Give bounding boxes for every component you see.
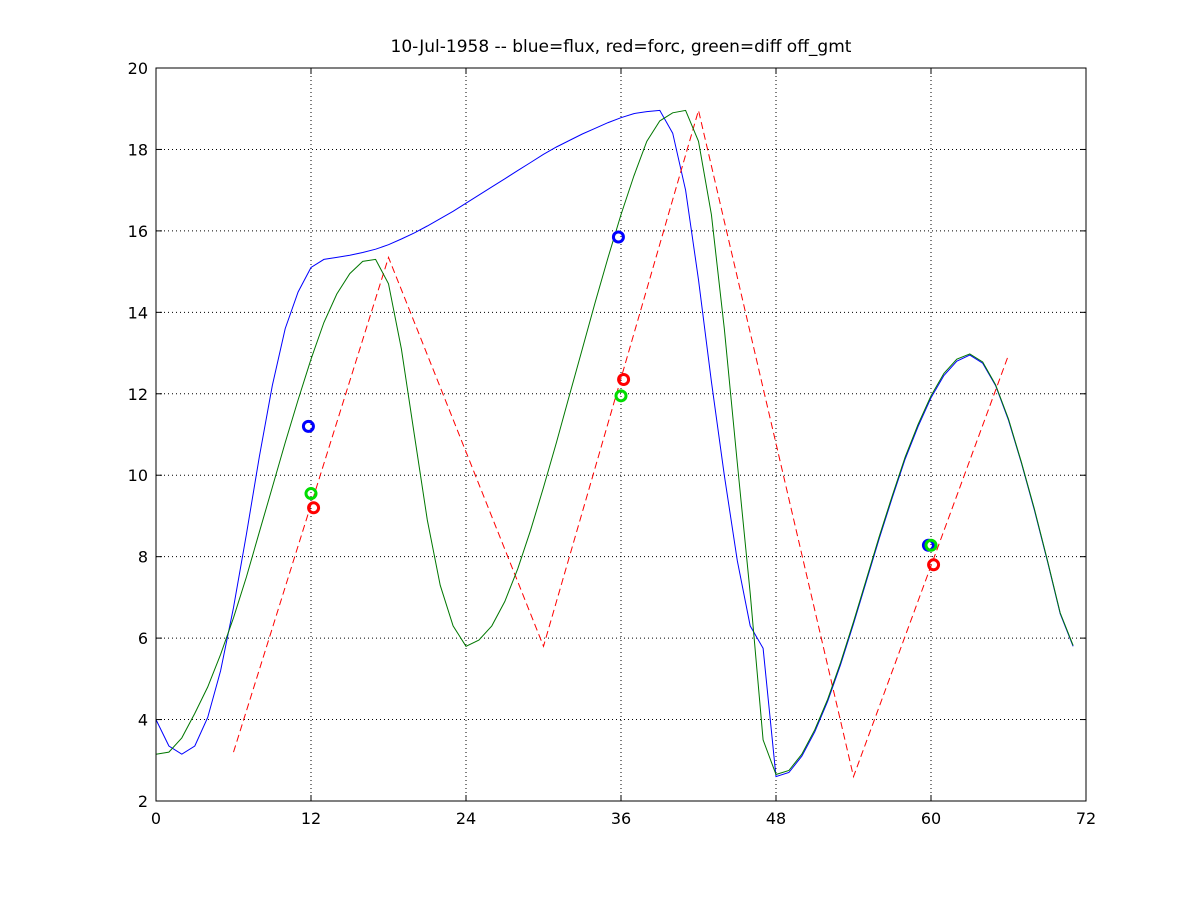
y-tick-label: 4 bbox=[138, 711, 148, 730]
grid bbox=[156, 68, 1086, 801]
data-marker bbox=[307, 501, 321, 515]
x-tick-label: 72 bbox=[1076, 809, 1096, 828]
x-tick-label: 0 bbox=[151, 809, 161, 828]
y-tick-label: 20 bbox=[128, 59, 148, 78]
x-tick-label: 12 bbox=[301, 809, 321, 828]
y-tick-label: 2 bbox=[138, 792, 148, 811]
data-marker bbox=[927, 558, 941, 572]
data-marker bbox=[924, 538, 938, 552]
x-tick-label: 24 bbox=[456, 809, 476, 828]
markers-layer bbox=[301, 230, 941, 572]
data-marker bbox=[304, 487, 318, 501]
y-tick-label: 12 bbox=[128, 385, 148, 404]
y-tick-label: 6 bbox=[138, 629, 148, 648]
x-tick-label: 60 bbox=[921, 809, 941, 828]
x-tick-label: 48 bbox=[766, 809, 786, 828]
flux-series-line bbox=[155, 109, 1074, 778]
y-tick-label: 16 bbox=[128, 222, 148, 241]
data-marker bbox=[611, 230, 625, 244]
y-tick-label: 18 bbox=[128, 140, 148, 159]
y-tick-label: 14 bbox=[128, 303, 148, 322]
y-tick-label: 10 bbox=[128, 466, 148, 485]
forc-series-line bbox=[233, 108, 1009, 779]
data-marker bbox=[617, 373, 631, 387]
chart-title: 10-Jul-1958 -- blue=flux, red=forc, gree… bbox=[391, 37, 852, 57]
data-marker bbox=[301, 419, 315, 433]
x-tick-label: 36 bbox=[611, 809, 631, 828]
y-tick-label: 8 bbox=[138, 548, 148, 567]
data-marker bbox=[614, 389, 628, 403]
